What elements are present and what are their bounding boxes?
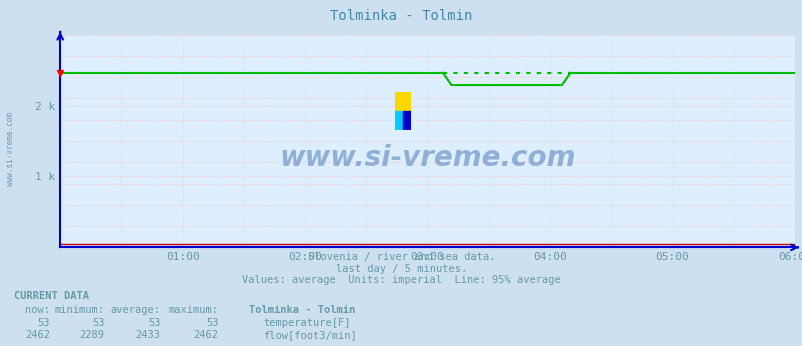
Text: minimum:: minimum:: [55, 305, 104, 315]
Text: now:: now:: [25, 305, 50, 315]
Text: flow[foot3/min]: flow[foot3/min]: [263, 330, 357, 340]
Text: 53: 53: [148, 318, 160, 328]
Text: Slovenia / river and sea data.: Slovenia / river and sea data.: [307, 252, 495, 262]
Bar: [394, 111, 402, 130]
Text: last day / 5 minutes.: last day / 5 minutes.: [335, 264, 467, 274]
Text: Tolminka - Tolmin: Tolminka - Tolmin: [330, 9, 472, 22]
Text: www.si-vreme.com: www.si-vreme.com: [6, 112, 15, 186]
Text: maximum:: maximum:: [168, 305, 218, 315]
Bar: [402, 111, 410, 130]
Text: 53: 53: [37, 318, 50, 328]
Text: 53: 53: [205, 318, 218, 328]
Text: 2289: 2289: [79, 330, 104, 340]
Text: 2462: 2462: [193, 330, 218, 340]
Text: CURRENT DATA: CURRENT DATA: [14, 291, 89, 301]
Text: www.si-vreme.com: www.si-vreme.com: [279, 144, 575, 172]
Text: 2433: 2433: [136, 330, 160, 340]
Text: Values: average  Units: imperial  Line: 95% average: Values: average Units: imperial Line: 95…: [242, 275, 560, 285]
Text: average:: average:: [111, 305, 160, 315]
Text: 2462: 2462: [25, 330, 50, 340]
Bar: [394, 92, 410, 111]
Text: temperature[F]: temperature[F]: [263, 318, 350, 328]
Text: Tolminka - Tolmin: Tolminka - Tolmin: [249, 305, 354, 315]
Text: 53: 53: [91, 318, 104, 328]
